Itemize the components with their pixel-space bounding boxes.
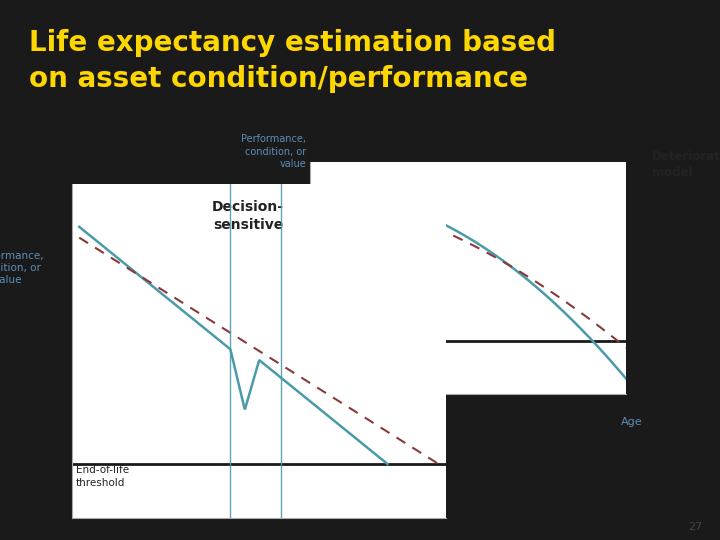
Text: End-of-life
threshold: End-of-life threshold bbox=[76, 465, 129, 488]
Text: Decision-
sensitive: Decision- sensitive bbox=[212, 200, 284, 232]
Text: Performance,
condition, or
value: Performance, condition, or value bbox=[0, 251, 43, 285]
Text: Age: Age bbox=[621, 417, 642, 428]
Text: Life expectancy estimation based
on asset condition/performance: Life expectancy estimation based on asse… bbox=[29, 29, 556, 93]
Text: Deterioration
model: Deterioration model bbox=[652, 150, 720, 179]
Text: 27: 27 bbox=[688, 522, 702, 532]
Text: Performance,
condition, or
value: Performance, condition, or value bbox=[241, 134, 307, 169]
Text: End-of-life
threshold: End-of-life threshold bbox=[257, 315, 307, 338]
